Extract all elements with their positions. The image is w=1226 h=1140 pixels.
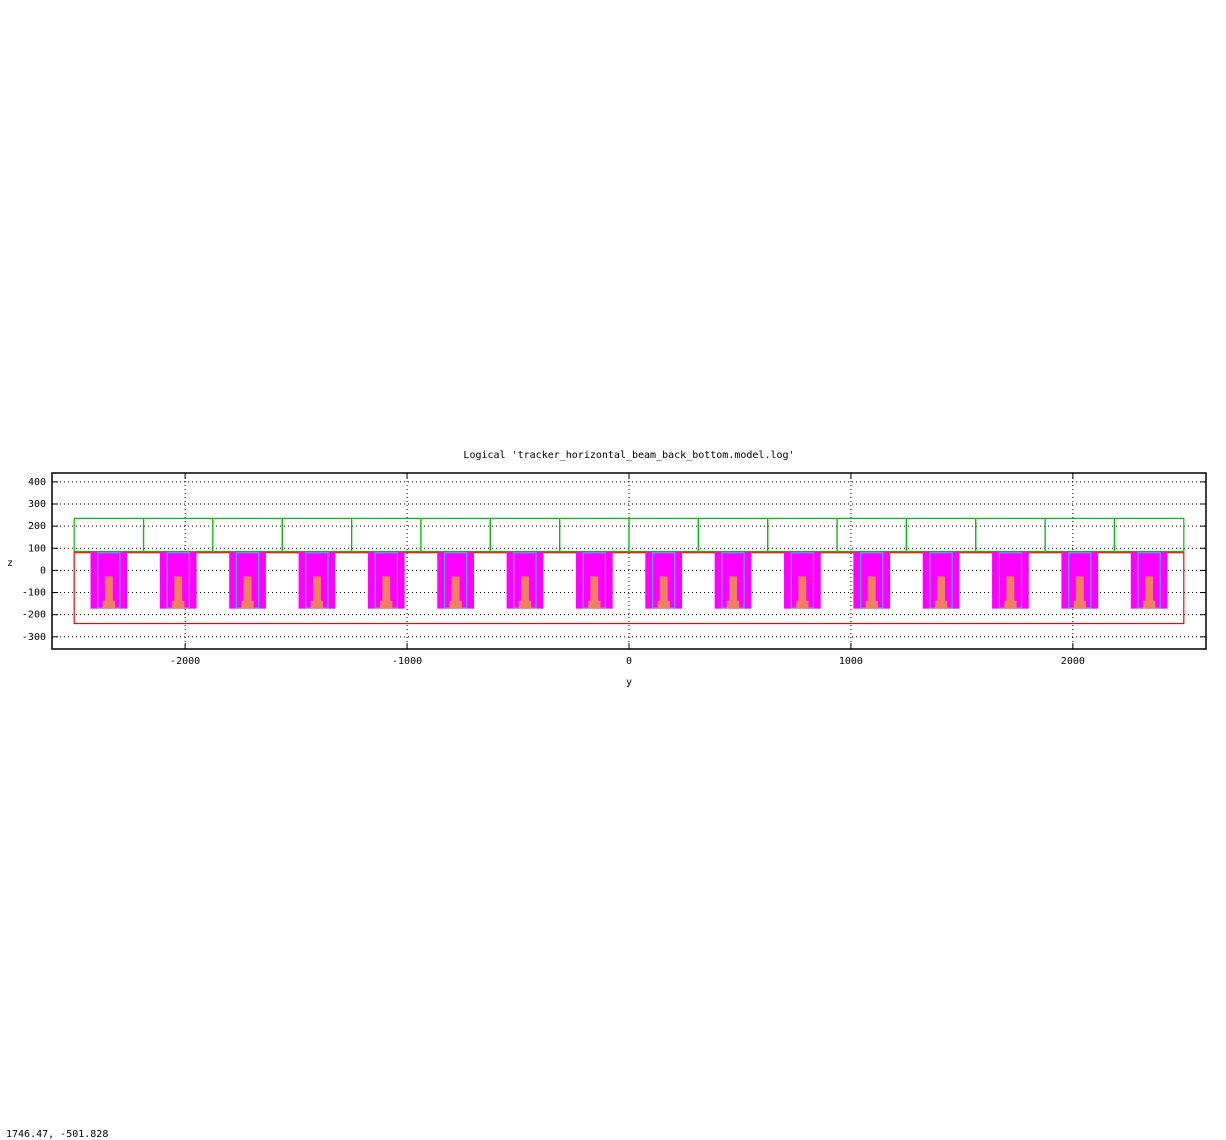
y-tick-label: 0 (40, 565, 46, 576)
y-tick-label: 100 (28, 543, 46, 554)
x-tick-label: -2000 (170, 656, 200, 667)
volume (350, 517, 422, 553)
volume (310, 600, 324, 609)
volume (836, 517, 908, 553)
volume (312, 576, 321, 605)
x-tick-label: 1000 (839, 656, 863, 667)
volume (1142, 600, 1156, 609)
volume (104, 576, 113, 605)
volume (380, 600, 393, 609)
y-axis-label: z (7, 558, 13, 569)
plot-border (51, 472, 1207, 650)
volume (1145, 576, 1154, 605)
volume (729, 576, 737, 605)
volume (1075, 576, 1084, 605)
volume (657, 600, 670, 609)
status-text: 1746.47, -501.828 (6, 1129, 108, 1140)
volume (73, 552, 1185, 625)
volume (73, 517, 145, 553)
y-tick-label: 300 (28, 499, 46, 510)
volume (518, 600, 532, 609)
chart-title: Logical 'tracker_horizontal_beam_back_bo… (463, 450, 794, 461)
x-tick-label: -1000 (392, 656, 422, 667)
volume (212, 517, 283, 553)
volume (588, 600, 601, 609)
volume (489, 517, 561, 553)
volume (1006, 576, 1015, 605)
y-tick-label: -100 (22, 588, 46, 599)
volume (937, 576, 946, 605)
volume (521, 576, 529, 605)
volume (867, 576, 876, 605)
volume (1113, 517, 1185, 553)
volume (172, 600, 185, 609)
volume (281, 517, 353, 553)
y-tick-label: 200 (28, 521, 46, 532)
volume (449, 600, 462, 609)
volume (174, 576, 183, 605)
volume (382, 576, 391, 605)
volume (767, 517, 838, 553)
volume (798, 576, 807, 605)
volume (697, 517, 769, 553)
volume (975, 517, 1046, 553)
x-axis-label: y (626, 677, 632, 688)
volume (726, 600, 740, 609)
y-tick-label: -200 (22, 610, 46, 621)
y-tick-label: -300 (22, 632, 46, 643)
volume (590, 576, 599, 605)
volume (934, 600, 948, 609)
volume (865, 600, 878, 609)
volume (559, 517, 630, 553)
x-tick-label: 2000 (1061, 656, 1085, 667)
volume (451, 576, 460, 605)
y-tick-label: 400 (28, 477, 46, 488)
volume (796, 600, 809, 609)
volume (243, 576, 252, 605)
volume (628, 517, 699, 553)
volume (905, 517, 977, 553)
volume (420, 517, 491, 553)
volume (1073, 600, 1086, 609)
volume (142, 517, 214, 553)
volume (102, 600, 116, 609)
volume (1044, 517, 1116, 553)
volume (241, 600, 254, 609)
x-tick-label: 0 (626, 656, 632, 667)
volume (1004, 600, 1017, 609)
volume (659, 576, 668, 605)
